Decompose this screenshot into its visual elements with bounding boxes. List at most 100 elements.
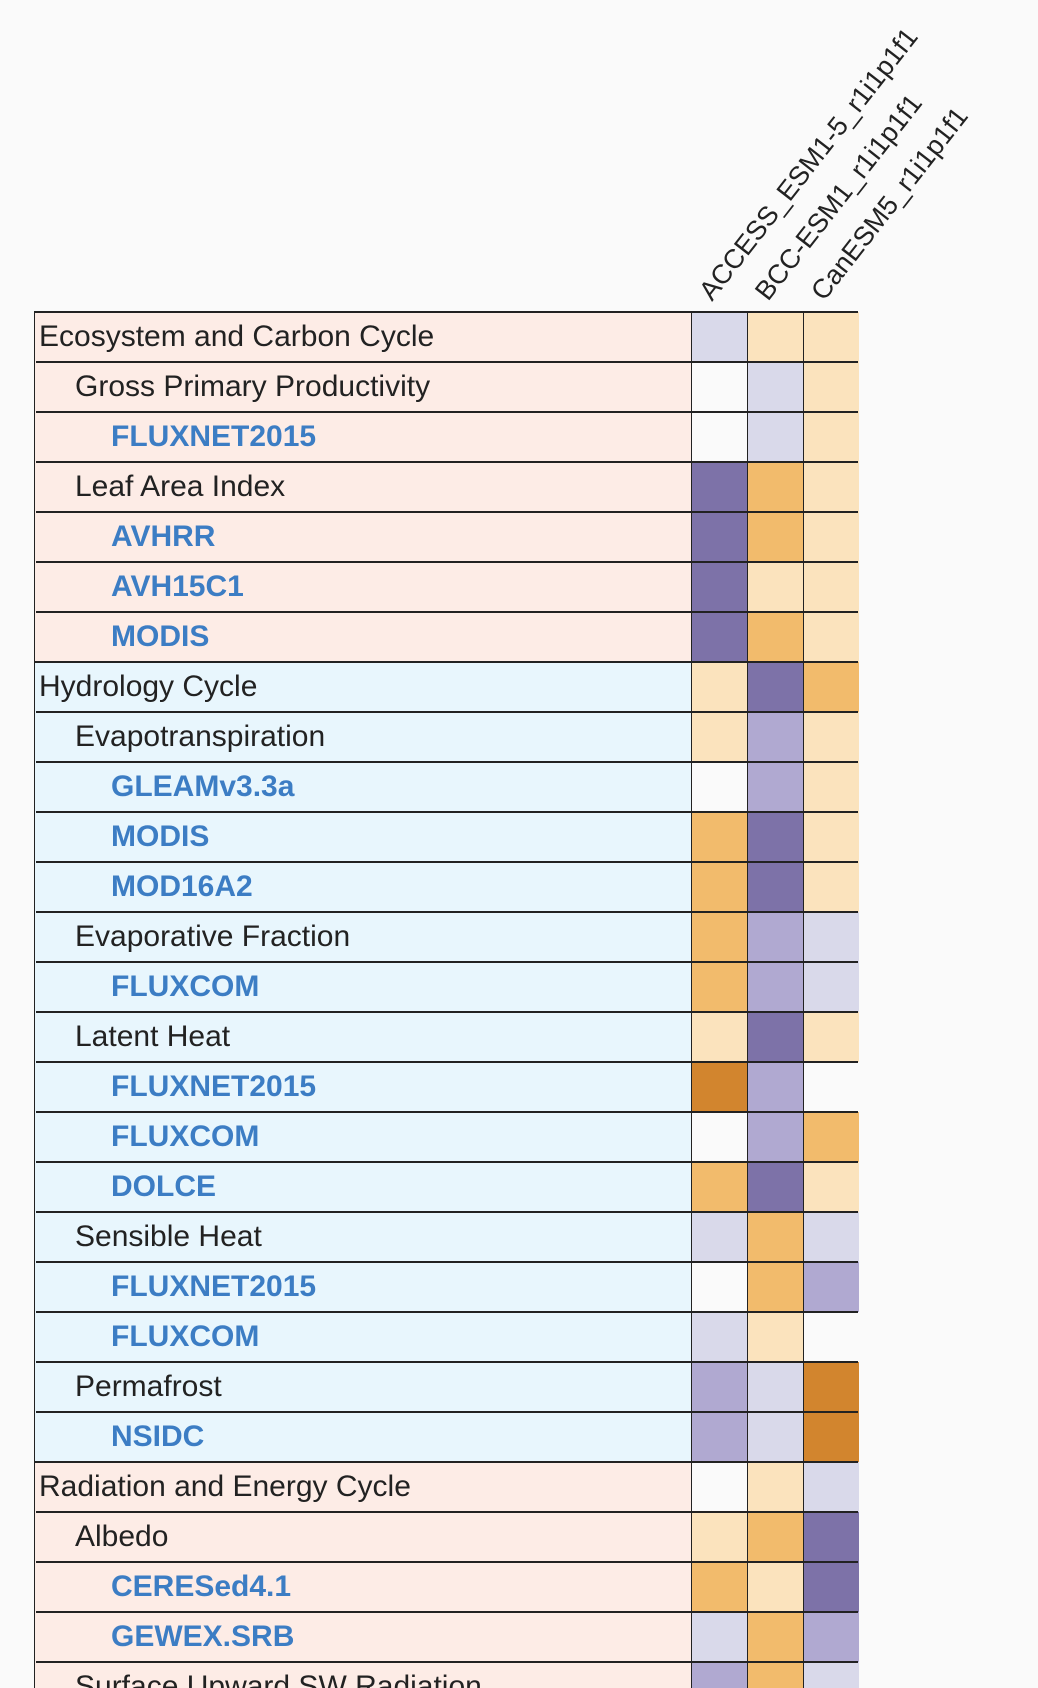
row-border: [35, 511, 858, 513]
score-cell: [691, 962, 747, 1012]
dataset-label: GLEAMv3.3a: [111, 770, 295, 803]
score-cell: [747, 1312, 803, 1362]
score-cell: [691, 1362, 747, 1412]
row-border: [35, 1061, 858, 1063]
row-border: [35, 761, 858, 763]
row-border: [34, 311, 858, 313]
row-border: [35, 911, 858, 913]
table-row: FLUXCOM: [34, 1312, 859, 1362]
score-cell: [803, 462, 859, 512]
table-row: FLUXNET2015: [34, 1062, 859, 1112]
score-cell: [747, 1512, 803, 1562]
score-cell: [691, 1662, 747, 1688]
score-cell: [747, 1062, 803, 1112]
score-cell: [803, 1412, 859, 1462]
variable-label: Evaporative Fraction: [75, 920, 351, 953]
score-cell: [803, 362, 859, 412]
score-cell: [691, 712, 747, 762]
score-cell: [747, 612, 803, 662]
score-cell: [691, 912, 747, 962]
dataset-label: GEWEX.SRB: [111, 1620, 295, 1653]
score-cell: [691, 512, 747, 562]
score-cell: [803, 1262, 859, 1312]
score-cell: [803, 662, 859, 712]
score-cell: [691, 1112, 747, 1162]
score-cell: [747, 462, 803, 512]
score-cell: [803, 812, 859, 862]
score-cell: [691, 1562, 747, 1612]
score-cell: [747, 812, 803, 862]
table-row: MODIS: [34, 612, 859, 662]
dataset-label: FLUXNET2015: [111, 420, 317, 453]
table-row: FLUXNET2015: [34, 412, 859, 462]
score-cell: [691, 1612, 747, 1662]
score-cell: [747, 862, 803, 912]
row-border: [35, 1611, 858, 1613]
section-label: Ecosystem and Carbon Cycle: [39, 320, 435, 353]
variable-label: Permafrost: [75, 1370, 222, 1403]
score-cell: [803, 1162, 859, 1212]
score-cell: [747, 1012, 803, 1062]
row-border: [35, 1111, 858, 1113]
score-cell: [747, 562, 803, 612]
row-border: [35, 1361, 858, 1363]
row-border: [35, 1561, 858, 1563]
score-cell: [691, 462, 747, 512]
score-cell: [691, 1162, 747, 1212]
row-border: [35, 1261, 858, 1263]
score-cell: [803, 612, 859, 662]
row-border: [35, 561, 858, 563]
dataset-label: DOLCE: [111, 1170, 216, 1203]
score-cell: [803, 1612, 859, 1662]
score-cell: [803, 762, 859, 812]
variable-label: Surface Upward SW Radiation: [75, 1670, 482, 1688]
table-row: AVHRR: [34, 512, 859, 562]
row-border: [35, 811, 858, 813]
score-cell: [747, 362, 803, 412]
table-row: Evapotranspiration: [34, 712, 859, 762]
score-cell: [691, 1262, 747, 1312]
table-row: Hydrology Cycle: [34, 662, 859, 712]
score-cell: [803, 1662, 859, 1688]
row-border: [35, 361, 858, 363]
dataset-label: FLUXNET2015: [111, 1270, 317, 1303]
score-cell: [803, 312, 859, 362]
score-cell: [803, 712, 859, 762]
dataset-label: FLUXCOM: [111, 1320, 260, 1353]
row-border: [35, 1211, 858, 1213]
row-border: [34, 661, 858, 663]
score-cell: [691, 412, 747, 462]
row-border: [35, 611, 858, 613]
table-row: AVH15C1: [34, 562, 859, 612]
score-cell: [747, 1662, 803, 1688]
score-cell: [803, 962, 859, 1012]
table-row: Albedo: [34, 1512, 859, 1562]
table-row: Ecosystem and Carbon Cycle: [34, 312, 859, 362]
score-cell: [691, 662, 747, 712]
variable-label: Evapotranspiration: [75, 720, 326, 753]
dataset-label: MOD16A2: [111, 870, 253, 903]
table-row: Latent Heat: [34, 1012, 859, 1062]
table-row: GLEAMv3.3a: [34, 762, 859, 812]
score-cell: [691, 1462, 747, 1512]
section-label: Hydrology Cycle: [39, 670, 258, 703]
table-row: Permafrost: [34, 1362, 859, 1412]
score-cell: [747, 662, 803, 712]
row-border: [35, 711, 858, 713]
score-cell: [803, 1462, 859, 1512]
score-cell: [747, 1612, 803, 1662]
score-cell: [747, 1412, 803, 1462]
score-cell: [803, 912, 859, 962]
score-cell: [691, 1062, 747, 1112]
dataset-label: FLUXNET2015: [111, 1070, 317, 1103]
table-row: GEWEX.SRB: [34, 1612, 859, 1662]
dataset-label: NSIDC: [111, 1420, 205, 1453]
row-border: [35, 1661, 858, 1663]
row-border: [35, 961, 858, 963]
table-row: MOD16A2: [34, 862, 859, 912]
dataset-label: AVH15C1: [111, 570, 244, 603]
row-border: [35, 411, 858, 413]
table-row: Evaporative Fraction: [34, 912, 859, 962]
score-cell: [691, 562, 747, 612]
